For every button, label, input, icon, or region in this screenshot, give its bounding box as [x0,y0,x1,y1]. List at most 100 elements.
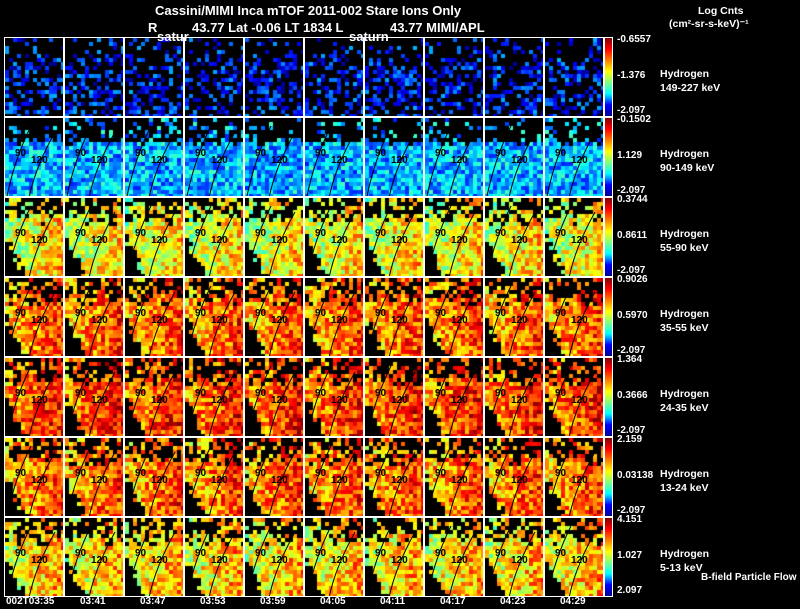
contour-label: 90 [495,388,507,399]
contour-label: 90 [555,548,567,559]
contour-label: 120 [91,555,108,566]
contour-line [28,531,56,596]
contour-line [66,525,92,596]
contour-line [246,205,272,276]
contour-line [568,211,596,276]
pitch-angle-contours: 90 120 [306,125,356,196]
colorbar [604,37,613,117]
contour-line [508,371,536,436]
contour-label: 90 [15,468,27,479]
contour-line [546,365,572,436]
contour-line [366,205,392,276]
contour-line [6,365,32,436]
heatmap-panel: 90 120 [4,357,64,437]
heatmap-cells [545,358,603,436]
contour-label: 90 [435,148,447,159]
heatmap-cells [425,278,483,356]
heatmap-cells [185,118,243,196]
contour-label: 90 [375,308,387,319]
heatmap-cells [185,358,243,436]
colorbar [604,517,613,597]
heatmap-panel: 90 120 [244,437,304,517]
contour-line [6,445,32,516]
contour-label: 90 [435,388,447,399]
heatmap-panel: 90 120 [424,277,484,357]
contour-line [126,125,152,196]
heatmap-panel: 90 120 [64,197,124,277]
pitch-angle-contours: 90 120 [246,365,296,436]
pitch-angle-contours: 90 120 [426,205,476,276]
contour-line [508,531,536,596]
heatmap-cells [5,118,63,196]
contour-label: 120 [331,555,348,566]
pitch-angle-contours: 90 120 [426,525,476,596]
heatmap-cells [125,118,183,196]
heatmap-panel: 90 120 [184,517,244,597]
contour-line [328,371,356,436]
colorbar-max-label: -0.1502 [617,114,651,125]
heatmap-panel: 90 120 [244,357,304,437]
heatmap-panel: 90 120 [304,197,364,277]
contour-label: 90 [15,148,27,159]
contour-label: 90 [195,548,207,559]
contour-line [366,285,392,356]
contour-line [426,285,452,356]
contour-line [568,131,596,196]
contour-label: 120 [31,475,48,486]
contour-line [268,291,296,356]
contour-line [486,365,512,436]
x-tick-label: 03:53 [200,596,226,607]
heatmap-cells [485,118,543,196]
contour-line [546,285,572,356]
contour-label: 120 [151,555,168,566]
contour-line [88,371,116,436]
heatmap-cells [365,358,423,436]
x-tick-label: 04:23 [500,596,526,607]
heatmap-cells [185,518,243,596]
heatmap-cells [365,198,423,276]
heatmap-panel: 90 120 [424,437,484,517]
pitch-angle-contours: 90 120 [66,205,116,276]
contour-label: 120 [571,475,588,486]
contour-label: 90 [75,548,87,559]
contour-line [568,291,596,356]
x-tick-label: 04:17 [440,596,466,607]
saturn-label: saturn [349,29,389,44]
heatmap-panel: 90 120 [304,117,364,197]
pitch-angle-contours: 90 120 [546,525,596,596]
colorbar [604,277,613,357]
contour-line [508,131,536,196]
contour-line [88,211,116,276]
heatmap-panel: 90 120 [124,357,184,437]
pitch-angle-contours: 90 120 [546,125,596,196]
heatmap-panel: 90 120 [4,437,64,517]
heatmap-cells [5,518,63,596]
energy-band-label: Hydrogen 13-24 keV [660,467,709,495]
heatmap-panel: 90 120 [304,437,364,517]
heatmap-cells [65,118,123,196]
heatmap-cells [305,518,363,596]
energy-band-label: Hydrogen 24-35 keV [660,387,709,415]
pitch-angle-contours: 90 120 [306,525,356,596]
contour-line [66,205,92,276]
heatmap-panel: 90 120 [544,277,604,357]
contour-line [186,525,212,596]
colorbar [604,197,613,277]
contour-label: 120 [91,155,108,166]
contour-line [6,205,32,276]
colorbar-mid-label: 0.03138 [617,470,654,481]
contour-label: 120 [91,235,108,246]
position-info: 43.77 Lat -0.06 LT 1834 L [192,20,344,35]
contour-line [186,205,212,276]
heatmap-cells [5,438,63,516]
heatmap-cells [245,198,303,276]
contour-line [388,451,416,516]
contour-label: 120 [391,555,408,566]
contour-label: 120 [31,395,48,406]
heatmap-cells [545,518,603,596]
contour-label: 90 [75,308,87,319]
contour-line [546,445,572,516]
contour-label: 120 [91,395,108,406]
pitch-angle-contours: 90 120 [126,285,176,356]
heatmap-panel [364,37,424,117]
